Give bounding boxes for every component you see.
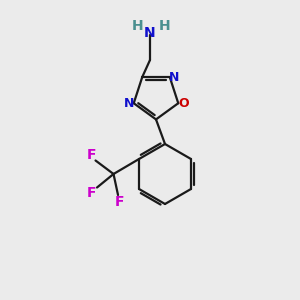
Text: N: N <box>169 70 179 84</box>
Text: N: N <box>144 26 156 40</box>
Text: H: H <box>132 19 143 33</box>
Text: H: H <box>159 19 170 33</box>
Text: N: N <box>124 97 134 110</box>
Text: O: O <box>178 97 189 110</box>
Text: F: F <box>87 186 96 200</box>
Text: F: F <box>115 195 124 208</box>
Text: F: F <box>86 148 96 162</box>
